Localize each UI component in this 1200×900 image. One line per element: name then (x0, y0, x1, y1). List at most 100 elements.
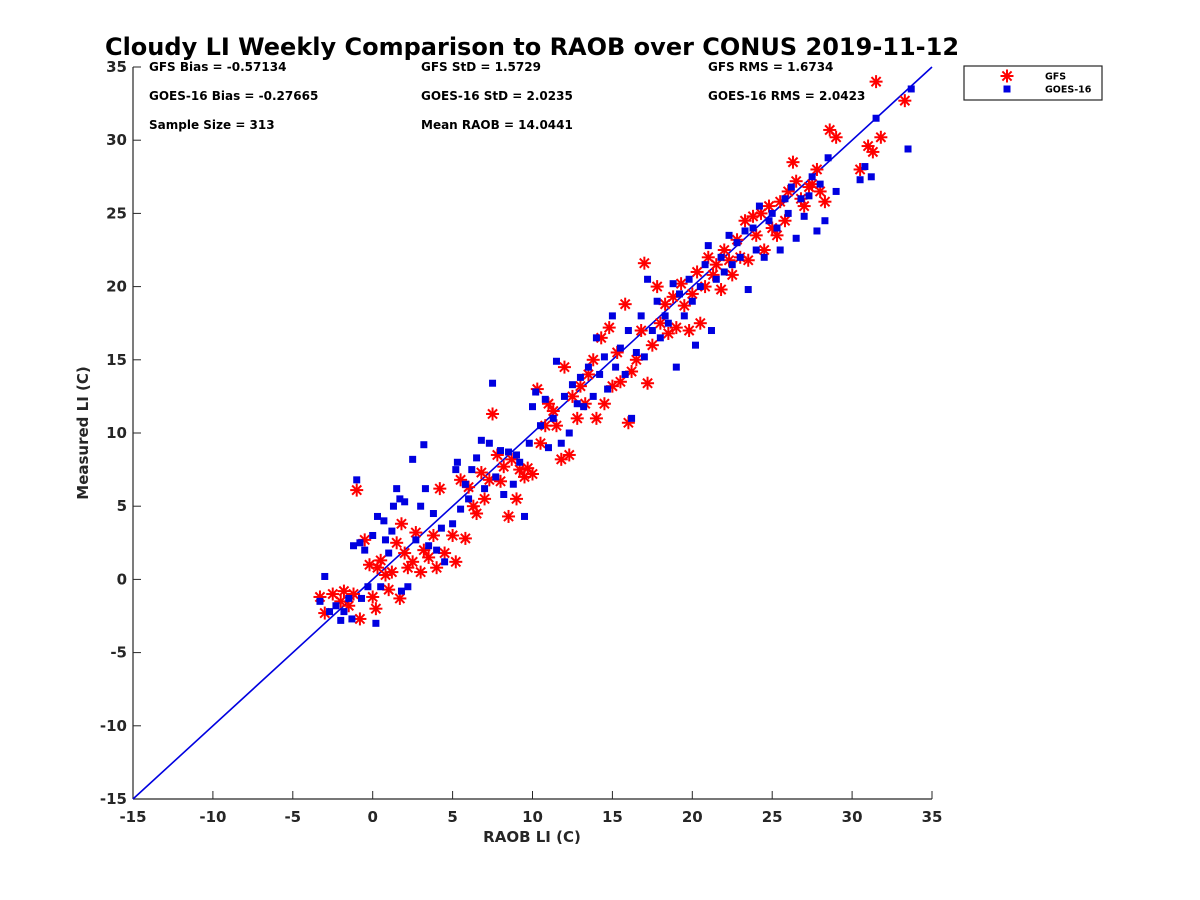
goes16-point (316, 597, 324, 605)
x-tick-label: 35 (922, 808, 943, 826)
gfs-point (426, 528, 440, 542)
gfs-point (669, 321, 683, 335)
goes16-point (549, 414, 557, 422)
gfs-point (486, 407, 500, 421)
goes16-point (824, 154, 832, 162)
goes16-point (485, 439, 493, 447)
goes16-point (568, 381, 576, 389)
goes16-point (477, 436, 485, 444)
gfs-point (586, 353, 600, 367)
goes16-point (350, 542, 358, 550)
goes16-point (600, 353, 608, 361)
goes16-point (685, 275, 693, 283)
goes16-point (356, 539, 364, 547)
goes16-point (861, 163, 869, 171)
x-tick-label: 25 (762, 808, 783, 826)
goes16-point (805, 192, 813, 200)
goes16-point (404, 583, 412, 591)
legend-box (963, 65, 1103, 101)
gfs-point (650, 280, 664, 294)
goes16-point (749, 224, 757, 232)
y-tick-label: 35 (106, 58, 127, 76)
goes16-point (832, 187, 840, 195)
goes16-point (489, 379, 497, 387)
goes16-point (345, 594, 353, 602)
x-tick-label: -15 (119, 808, 146, 826)
one-to-one-line (132, 66, 933, 800)
gfs-point (562, 448, 576, 462)
goes16-point (616, 344, 624, 352)
gfs-point (470, 507, 484, 521)
legend: GFS GOES-16 (963, 65, 1103, 101)
gfs-point (533, 436, 547, 450)
x-tick-label: 15 (602, 808, 623, 826)
series-goes-16 (316, 85, 915, 627)
goes16-point (353, 476, 361, 484)
gfs-point (353, 612, 367, 626)
legend-label: GOES-16 (1045, 85, 1092, 96)
gfs-point (677, 299, 691, 313)
goes16-point (380, 517, 388, 525)
goes16-point (560, 392, 568, 400)
goes16-point (396, 495, 404, 503)
goes16-point (421, 485, 429, 493)
gfs-point (589, 411, 603, 425)
goes16-point (429, 510, 437, 518)
goes16-point (680, 312, 688, 320)
goes16-point (768, 209, 776, 217)
gfs-point (685, 287, 699, 301)
goes16-point (741, 227, 749, 235)
goes16-point (904, 145, 912, 153)
y-axis-label: Measured LI (C) (74, 366, 92, 499)
x-tick-label: 30 (842, 808, 863, 826)
x-tick-label: -10 (199, 808, 226, 826)
goes16-point (381, 536, 389, 544)
goes16-point (720, 268, 728, 276)
goes16-point (808, 173, 816, 181)
gfs-point (502, 509, 516, 523)
goes16-point (648, 327, 656, 335)
gfs-point (693, 316, 707, 330)
goes16-point (672, 363, 680, 371)
goes16-point (604, 385, 612, 393)
gfs-point (866, 145, 880, 159)
gfs-point (337, 584, 351, 598)
y-tick-label: 25 (106, 204, 127, 222)
goes16-point (509, 480, 517, 488)
goes16-point (728, 261, 736, 269)
goes16-point (389, 502, 397, 510)
stat-text: GFS Bias = -0.57134 (149, 60, 286, 74)
goes16-point (701, 261, 709, 269)
goes16-point (552, 357, 560, 365)
goes16-point (821, 217, 829, 225)
gfs-point (786, 155, 800, 169)
goes16-point (513, 451, 521, 459)
goes16-point (704, 242, 712, 250)
goes16-point (576, 373, 584, 381)
goes16-point (664, 319, 672, 327)
goes16-point (449, 520, 457, 528)
x-tick-label: 20 (682, 808, 703, 826)
goes16-point (364, 583, 372, 591)
goes16-point (624, 327, 632, 335)
gfs-point (394, 517, 408, 531)
gfs-point (573, 379, 587, 393)
goes16-point (797, 195, 805, 203)
goes16-point (340, 608, 348, 616)
goes16-point (358, 594, 366, 602)
stat-text: GOES-16 Bias = -0.27665 (149, 89, 318, 103)
gfs-point (350, 483, 364, 497)
chart-title: Cloudy LI Weekly Comparison to RAOB over… (105, 33, 959, 61)
gfs-point (385, 565, 399, 579)
stat-text: GFS RMS = 1.6734 (708, 60, 833, 74)
goes16-point (457, 505, 465, 513)
goes16-point (656, 334, 664, 342)
y-tick-label: -5 (110, 644, 127, 662)
gfs-point (661, 326, 675, 340)
gfs-point (797, 199, 811, 213)
goes16-point (465, 495, 473, 503)
gfs-point (618, 297, 632, 311)
goes16-point (712, 275, 720, 283)
stat-text: Mean RAOB = 14.0441 (421, 118, 573, 132)
